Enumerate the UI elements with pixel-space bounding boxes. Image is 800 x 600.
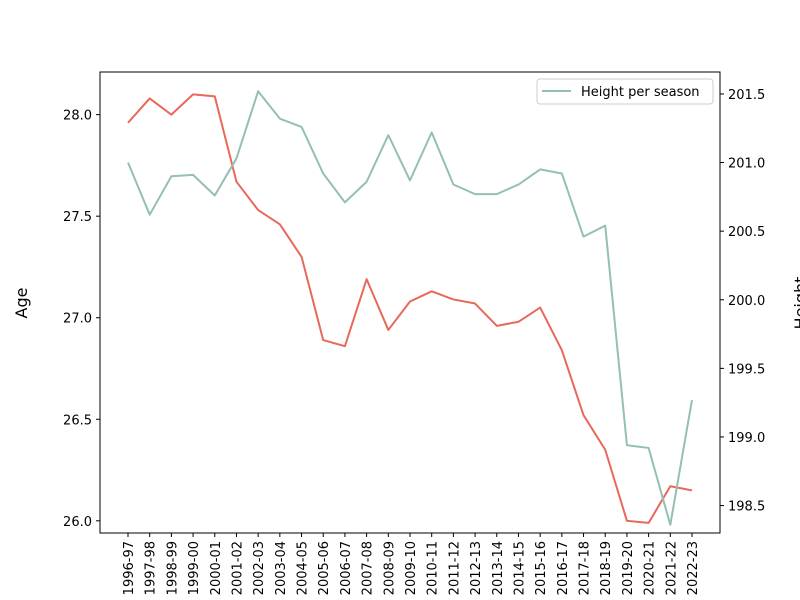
x-tick-label: 2005-06 (317, 541, 332, 595)
x-tick-label: 2019-20 (621, 541, 636, 595)
x-tick-label: 2021-22 (664, 541, 679, 595)
x-tick-label: 2017-18 (578, 541, 593, 595)
x-tick-label: 1997-98 (144, 541, 159, 595)
left-y-axis: 26.0 26.5 27.0 27.5 28.0 (63, 109, 100, 530)
right-tick-label: 198.5 (728, 500, 765, 515)
left-axis-title: Age (12, 288, 31, 319)
right-tick-label: 200.5 (728, 225, 765, 240)
left-tick-label: 26.5 (63, 413, 92, 428)
right-tick-label: 201.0 (728, 157, 765, 172)
x-tick-label: 2013-14 (491, 541, 506, 595)
x-tick-label: 2004-05 (296, 541, 311, 595)
x-tick-label: 2003-04 (274, 541, 289, 595)
x-tick-label: 2007-08 (361, 541, 376, 595)
x-tick-label: 2009-10 (404, 541, 419, 595)
left-tick-label: 27.5 (63, 210, 92, 225)
right-y-axis: 198.5 199.0 199.5 200.0 200.5 201.0 201.5 (720, 88, 765, 515)
right-axis-title: Height (791, 277, 800, 330)
x-tick-label: 2015-16 (534, 541, 549, 595)
series-layer (127, 90, 693, 526)
x-tick-label: 2008-09 (382, 541, 397, 595)
x-tick-label: 2001-02 (230, 541, 245, 595)
x-tick-label: 2000-01 (209, 541, 224, 595)
legend-box (536, 78, 714, 105)
legend: Height per season (536, 78, 714, 105)
x-tick-label: 1998-99 (165, 541, 180, 595)
x-tick-label: 1996-97 (122, 541, 137, 595)
x-tick-label: 2020-21 (643, 541, 658, 595)
right-tick-label: 199.5 (728, 362, 765, 377)
left-tick-label: 27.0 (63, 312, 92, 327)
right-tick-label: 199.0 (728, 431, 765, 446)
right-tick-label: 200.0 (728, 294, 765, 309)
x-tick-label: 2006-07 (339, 541, 354, 595)
x-axis: 1996-97 1997-98 1998-99 1999-00 2000-01 2001-… (122, 533, 701, 595)
x-tick-label: 2014-15 (512, 541, 527, 595)
x-tick-label: 2011-12 (447, 541, 462, 595)
x-tick-label: 2022-23 (686, 541, 701, 595)
legend-label-height: Height per season (581, 85, 700, 100)
x-tick-label: 1999-00 (187, 541, 202, 595)
x-tick-label: 2018-19 (599, 541, 614, 595)
x-tick-label: 2016-17 (556, 541, 571, 595)
x-tick-label: 2010-11 (426, 541, 441, 595)
x-tick-label: 2002-03 (252, 541, 267, 595)
x-tick-label: 2012-13 (469, 541, 484, 595)
left-tick-label: 26.0 (63, 515, 92, 530)
right-tick-label: 201.5 (728, 88, 765, 103)
left-tick-label: 28.0 (63, 109, 92, 124)
